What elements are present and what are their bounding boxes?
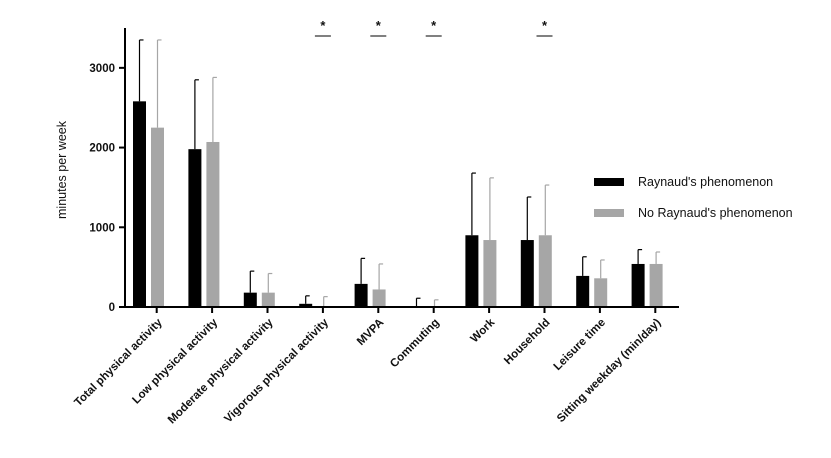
y-tick-label: 0 (109, 302, 115, 314)
y-tick-label: 1000 (89, 222, 115, 234)
significance-star: * (431, 18, 437, 33)
y-axis: 0 1000 2000 3000 (89, 28, 126, 314)
bar-raynaud (243, 292, 257, 307)
error-bars-layer (138, 39, 661, 307)
significance-layer: * * * * (314, 18, 553, 37)
bar-raynaud (188, 149, 202, 307)
legend-label: Raynaud's phenomenon (638, 175, 773, 189)
significance-star: * (320, 18, 326, 33)
bar-raynaud (520, 240, 534, 307)
x-tick-label: Vigorous physical activity (222, 316, 331, 425)
bar-no-raynaud (206, 141, 220, 307)
x-tick-label: Total physical activity (72, 316, 165, 409)
x-tick-label: Work (469, 316, 498, 345)
y-axis-title: minutes per week (55, 120, 69, 219)
legend-swatch (594, 209, 624, 217)
bar-raynaud (299, 303, 313, 307)
bar-raynaud (631, 263, 645, 307)
x-tick-label: Household (502, 317, 553, 368)
bar-no-raynaud (372, 289, 386, 307)
y-tick-label: 2000 (89, 143, 115, 155)
bar-no-raynaud (483, 240, 497, 307)
bar-no-raynaud (261, 292, 275, 307)
x-tick-label: Sitting weekday (min/day) (555, 317, 663, 425)
x-tick-label: Leisure time (552, 317, 608, 373)
legend-label: No Raynaud's phenomenon (638, 206, 793, 220)
x-tick-label: MVPA (355, 317, 386, 348)
y-tick-label: 3000 (89, 63, 115, 75)
bar-raynaud (576, 275, 590, 307)
legend-swatch (594, 178, 624, 186)
x-tick-label: Moderate physical activity (166, 316, 276, 426)
bar-no-raynaud (594, 278, 608, 307)
bar-raynaud (133, 101, 146, 307)
x-tick-label: Commuting (388, 317, 442, 371)
significance-star: * (376, 18, 382, 33)
bar-no-raynaud (151, 127, 164, 308)
bar-no-raynaud (538, 235, 552, 307)
bar-no-raynaud (649, 263, 663, 307)
bars-layer (133, 101, 663, 308)
legend: Raynaud's phenomenon No Raynaud's phenome… (594, 175, 793, 220)
significance-star: * (542, 18, 548, 33)
bar-raynaud (354, 283, 368, 307)
bar-raynaud (465, 235, 479, 307)
